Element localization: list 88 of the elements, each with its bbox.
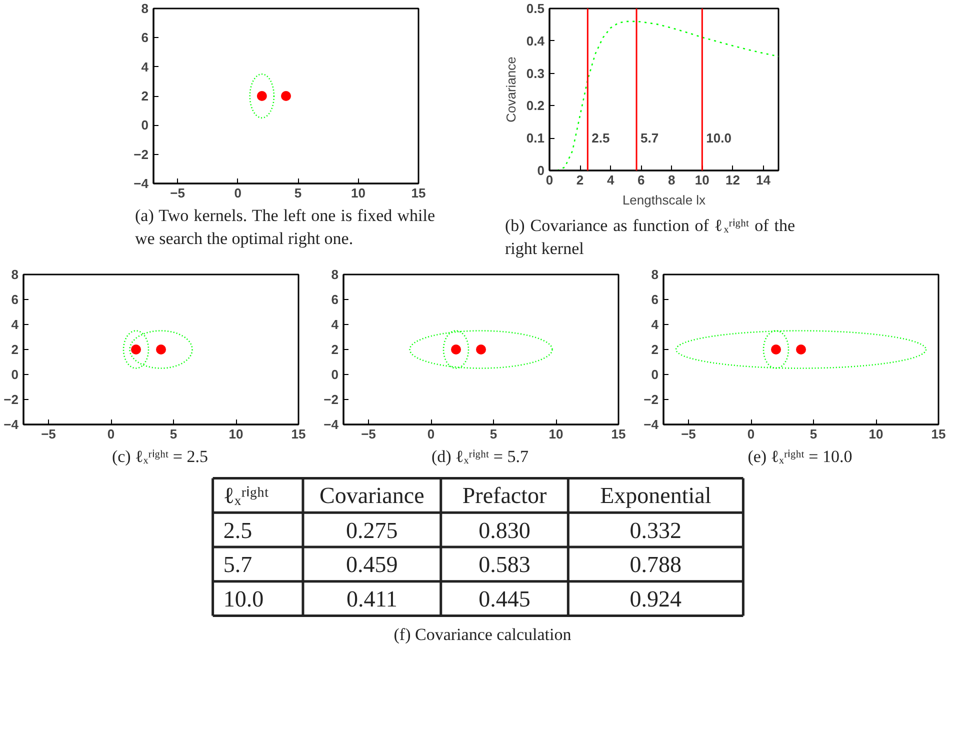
text: (c) ℓₓʳⁱᵍʰᵗ = 2.5	[112, 446, 208, 468]
y-tick-label: 8	[331, 266, 339, 282]
text: (d) ℓₓʳⁱᵍʰᵗ = 5.7	[431, 446, 528, 468]
ref-line-label: 5.7	[640, 130, 659, 146]
x-tick-label: 0	[234, 186, 242, 200]
text: 2.5	[223, 518, 252, 543]
y-tick-label: −4	[324, 416, 340, 432]
text: 0.411	[346, 586, 398, 612]
text: 0.830	[478, 518, 530, 543]
ref-line-label: 10.0	[706, 130, 732, 146]
text: (b) Covariance as function of ℓₓʳⁱᵍʰᵗ of the right kernel	[505, 215, 795, 260]
y-tick-label: 0.2	[526, 98, 545, 114]
category-label: ℓₓʳⁱᵍʰᵗ	[223, 482, 270, 508]
text: 5.7	[223, 552, 252, 578]
y-tick-label: −2	[324, 392, 339, 407]
y-tick-label: −2	[4, 392, 19, 407]
x-tick-label: −5	[361, 426, 376, 442]
y-tick-label: 6	[141, 30, 149, 46]
x-tick-label: 15	[931, 426, 946, 442]
y-tick-label: 0	[651, 366, 659, 382]
y-tick-label: 8	[141, 1, 149, 16]
y-tick-label: 8	[651, 266, 659, 282]
y-tick-label: 0.4	[526, 33, 546, 48]
y-tick-label: −2	[644, 392, 659, 407]
y-tick-label: 6	[331, 292, 339, 307]
x-tick-label: 12	[725, 172, 740, 188]
text: 0.332	[630, 518, 682, 543]
y-tick-label: −4	[4, 416, 20, 432]
x-tick-label: −5	[41, 426, 56, 442]
y-tick-label: 2	[11, 342, 19, 357]
text: (f) Covariance calculation	[394, 624, 572, 646]
y-tick-label: 0	[11, 366, 19, 382]
y-tick-label: 0	[331, 366, 339, 382]
x-tick-label: 5	[294, 186, 302, 200]
x-tick-label: 10	[228, 426, 244, 442]
y-tick-label: 6	[651, 292, 659, 307]
x-axis-title: Lengthscale lx	[622, 192, 706, 208]
x-tick-label: 15	[611, 426, 626, 442]
x-tick-label: 8	[668, 172, 676, 188]
y-tick-label: 2	[331, 342, 339, 357]
text: 0.924	[630, 586, 682, 612]
x-tick-label: 5	[170, 426, 178, 442]
x-tick-label: −5	[170, 186, 186, 200]
text: 0.445	[478, 586, 530, 612]
x-tick-label: 10	[351, 186, 366, 200]
text: 0.583	[478, 552, 530, 578]
y-tick-label: −4	[134, 176, 150, 191]
y-tick-label: 4	[141, 59, 150, 74]
text: 0.459	[346, 552, 398, 578]
y-tick-label: 0.3	[526, 66, 545, 81]
y-axis-title: Covariance	[503, 56, 518, 122]
category-label: Exponential	[600, 482, 712, 508]
y-tick-label: −4	[644, 416, 660, 432]
y-tick-label: 2	[651, 342, 659, 357]
x-tick-label: 5	[490, 426, 498, 442]
y-tick-label: −2	[134, 146, 149, 162]
x-tick-label: 15	[291, 426, 306, 442]
text: 10.0	[223, 586, 264, 612]
x-tick-label: 5	[810, 426, 818, 442]
y-tick-label: 8	[11, 266, 19, 282]
category-label: Prefactor	[462, 482, 548, 508]
x-tick-label: 10	[868, 426, 884, 442]
x-tick-label: 0	[427, 426, 435, 442]
text: 0.275	[346, 518, 398, 543]
text: (e) ℓₓʳⁱᵍʰᵗ = 10.0	[748, 446, 852, 468]
x-tick-label: 14	[756, 172, 772, 188]
x-tick-label: 10	[694, 172, 710, 188]
text: 0.788	[630, 552, 682, 578]
x-tick-label: 10	[548, 426, 564, 442]
y-tick-label: 0.1	[526, 130, 545, 146]
y-tick-label: 6	[11, 292, 19, 307]
category-label: Covariance	[320, 482, 424, 508]
x-tick-label: 0	[107, 426, 115, 442]
text: (a) Two kernels. The left one is fixed while we search the optimal right one.	[135, 205, 435, 250]
x-tick-label: 15	[411, 186, 426, 200]
ref-line-label: 2.5	[592, 130, 610, 146]
x-tick-label: 2	[576, 172, 584, 188]
y-tick-label: 4	[331, 316, 340, 332]
y-tick-label: 0	[537, 163, 545, 178]
x-tick-label: 0	[747, 426, 755, 442]
y-tick-label: 0.5	[526, 1, 545, 16]
x-tick-label: 4	[606, 172, 615, 188]
x-tick-label: −5	[681, 426, 696, 442]
y-tick-label: 0	[141, 118, 149, 133]
line-series	[556, 20, 778, 170]
y-tick-label: 2	[141, 88, 149, 104]
y-tick-label: 4	[11, 316, 20, 332]
y-tick-label: 4	[651, 316, 660, 332]
